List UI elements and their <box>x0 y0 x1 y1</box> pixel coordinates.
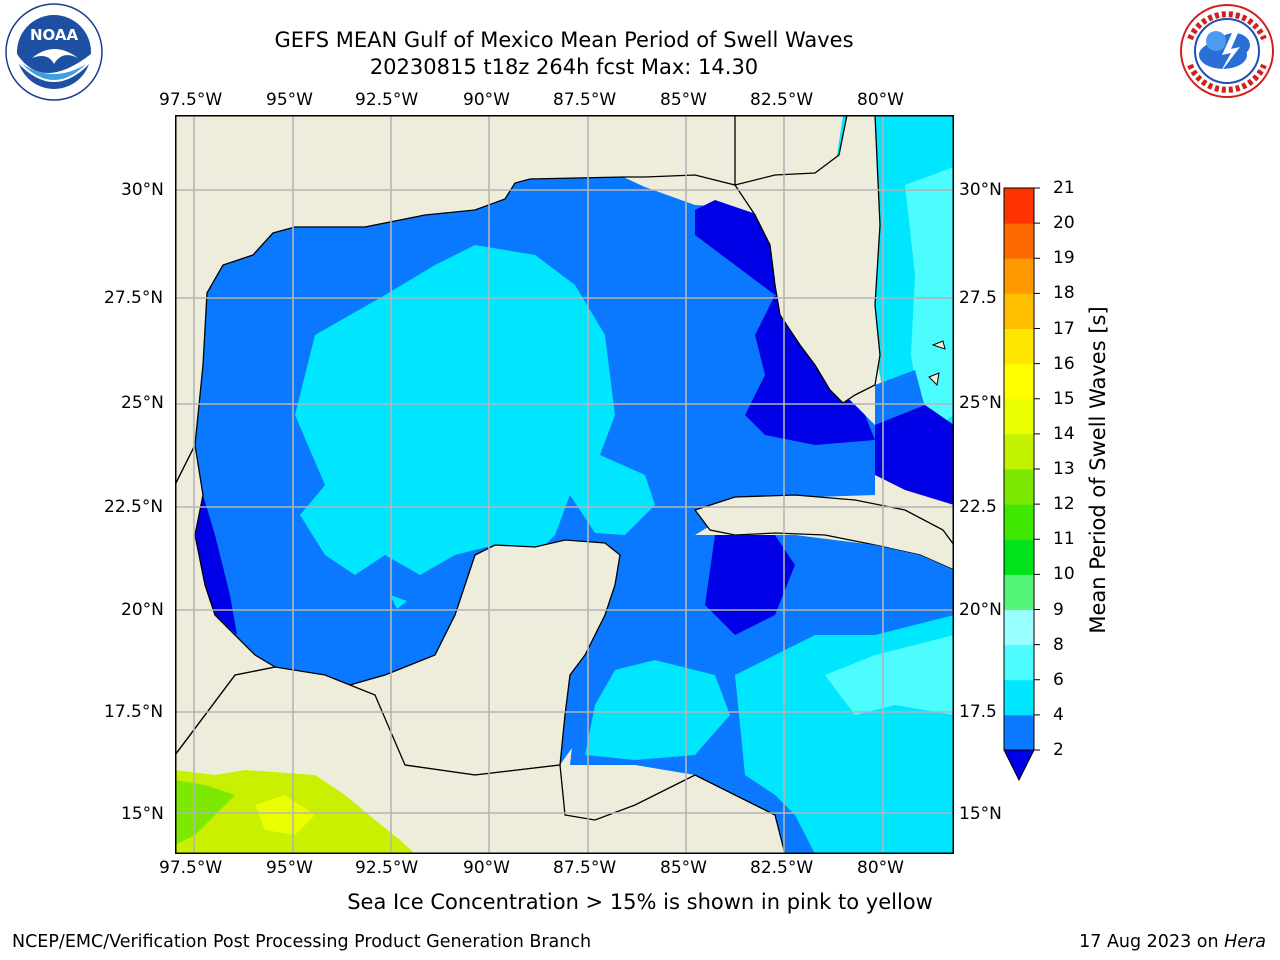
gulf-low-rim-north <box>695 200 787 295</box>
lon-label-bottom-4: 90°W <box>463 858 510 878</box>
caribbean-west-band-4-6 <box>585 660 730 760</box>
lon-label-bottom-3: 92.5°W <box>355 858 419 878</box>
colorbar-segment <box>1004 258 1034 294</box>
lat-label-right-4: 22.5 <box>959 497 997 517</box>
lon-label-top-3: 92.5°W <box>355 90 419 110</box>
lat-label-left-7: 15°N <box>121 804 164 824</box>
colorbar-segment <box>1004 328 1034 365</box>
colorbar-segment <box>1004 363 1034 400</box>
colorbar-tick-label: 8 <box>1053 634 1064 655</box>
map-title: GEFS MEAN Gulf of Mexico Mean Period of … <box>274 28 854 52</box>
colorbar-segment <box>1004 679 1034 716</box>
colorbar <box>1000 186 1040 786</box>
map-panel <box>175 115 954 854</box>
noaa-logo-text: NOAA <box>30 26 79 44</box>
lat-label-right-2: 27.5 <box>959 288 997 308</box>
lon-label-top-8: 80°W <box>857 90 904 110</box>
colorbar-segment <box>1004 293 1034 329</box>
colorbar-segment <box>1004 644 1034 681</box>
lat-label-left-4: 22.5°N <box>104 497 164 517</box>
footer-host: Hera <box>1224 932 1266 952</box>
caribbean-band-6-8 <box>825 635 954 715</box>
colorbar-tick-label: 15 <box>1053 388 1075 409</box>
lat-label-right-3: 25°N <box>959 393 1002 413</box>
cuba <box>693 494 954 571</box>
lon-label-bottom-8: 80°W <box>857 858 904 878</box>
colorbar-tick-label: 4 <box>1053 704 1064 725</box>
lat-label-left-6: 17.5°N <box>104 702 164 722</box>
colorbar-label: Mean Period of Swell Waves [s] <box>1086 306 1110 634</box>
graticule <box>175 115 954 854</box>
us-gulf-coast <box>175 115 736 486</box>
map-frame <box>175 115 954 854</box>
colorbar-tick-label: 21 <box>1053 178 1075 198</box>
lat-label-left-2: 27.5°N <box>104 288 164 308</box>
colorbar-tick-label: 17 <box>1053 318 1075 339</box>
colorbar-tick-label: 11 <box>1053 529 1075 550</box>
colorbar-segment <box>1004 188 1034 224</box>
colorbar-under-extension <box>1003 749 1035 782</box>
atlantic-band-6-8 <box>905 167 954 435</box>
colorbar-tick-label: 6 <box>1053 669 1064 690</box>
lat-label-left-1: 30°N <box>121 180 164 200</box>
lat-label-right-7: 15°N <box>959 804 1002 824</box>
lon-label-top-7: 82.5°W <box>750 90 814 110</box>
colorbar-tick-label: 10 <box>1053 564 1075 585</box>
lat-label-right-1: 30°N <box>959 180 1002 200</box>
footer-date-text: 17 Aug 2023 on <box>1079 932 1225 952</box>
colorbar-ticks: 2 4 6 8 9 10 11 12 13 14 15 16 17 18 19 20 21 <box>1050 0 1090 960</box>
colorbar-segment <box>1004 574 1034 610</box>
colorbar-tick-label: 13 <box>1053 459 1075 479</box>
lon-label-top-1: 97.5°W <box>159 90 223 110</box>
lat-label-right-6: 17.5 <box>959 702 997 722</box>
noaa-logo: NOAA <box>2 2 106 102</box>
lon-label-bottom-7: 82.5°W <box>750 858 814 878</box>
colorbar-segment <box>1004 223 1034 259</box>
colorbar-segment <box>1004 398 1034 435</box>
florida-peninsula <box>733 115 881 404</box>
map-subtitle: 20230815 t18z 264h fcst Max: 14.30 <box>369 55 759 79</box>
colorbar-tick-label: 19 <box>1053 248 1075 269</box>
colorbar-tick-label: 18 <box>1053 283 1075 304</box>
colorbar-tick-label: 20 <box>1053 213 1075 234</box>
colorbar-segment <box>1004 609 1034 646</box>
sea-ice-annotation: Sea Ice Concentration > 15% is shown in … <box>347 890 933 914</box>
footer-credit: NCEP/EMC/Verification Post Processing Pr… <box>12 932 592 952</box>
lon-label-bottom-6: 85°W <box>660 858 707 878</box>
colorbar-segment <box>1004 433 1034 470</box>
mexico-west-coast <box>175 442 277 757</box>
bahamas-island-2 <box>928 372 940 387</box>
florida-straits-low <box>875 405 954 505</box>
bahamas-island-1 <box>931 340 946 350</box>
colorbar-segment <box>1004 504 1034 540</box>
lat-label-left-5: 20°N <box>121 600 164 620</box>
colorbar-segment <box>1004 714 1034 751</box>
lon-label-bottom-5: 87.5°W <box>553 858 617 878</box>
colorbar-tick-label: 14 <box>1053 423 1075 444</box>
pacific-band-14-15 <box>255 795 315 835</box>
colorbar-tick-label: 9 <box>1053 599 1064 620</box>
colorbar-tick-label: 12 <box>1053 494 1075 515</box>
west-gulf-low-rim <box>195 475 237 635</box>
nws-logo <box>1176 3 1278 99</box>
colorbar-segment <box>1004 539 1034 575</box>
lon-label-top-2: 95°W <box>266 90 313 110</box>
lat-label-left-3: 25°N <box>121 393 164 413</box>
lon-label-bottom-1: 97.5°W <box>159 858 223 878</box>
small-patch-2 <box>390 595 407 609</box>
central-gulf-band-4-6 <box>295 245 655 575</box>
footer-date: 17 Aug 2023 on Hera <box>1079 932 1266 952</box>
colorbar-segment <box>1004 469 1034 505</box>
colorbar-tick-label: 2 <box>1053 740 1064 760</box>
lon-label-top-5: 87.5°W <box>553 90 617 110</box>
gulf-low-rim-east <box>745 295 875 445</box>
colorbar-tick-label: 16 <box>1053 353 1075 374</box>
lon-label-top-4: 90°W <box>463 90 510 110</box>
lon-label-top-6: 85°W <box>660 90 707 110</box>
lat-label-right-5: 20°N <box>959 600 1002 620</box>
lon-label-bottom-2: 95°W <box>266 858 313 878</box>
